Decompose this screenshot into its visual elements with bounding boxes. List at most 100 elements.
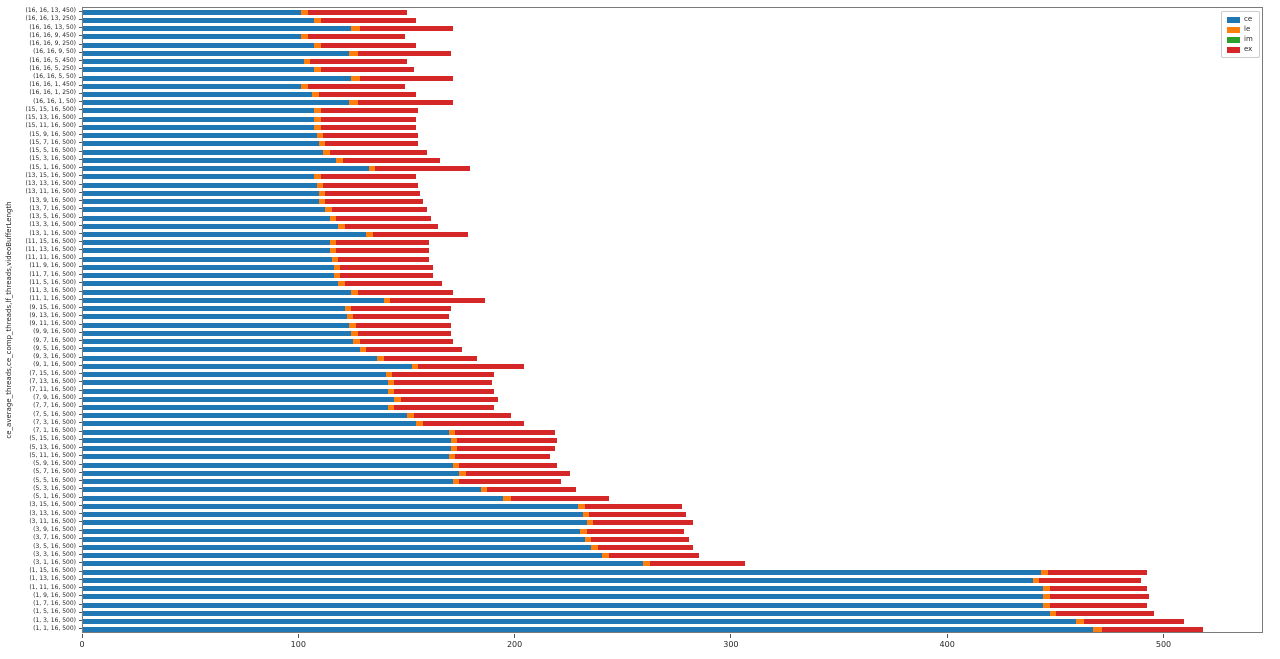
x-tick-label: 500: [1155, 640, 1172, 649]
bar-segment-le: [366, 232, 373, 237]
bar-segment-le: [346, 314, 354, 320]
bar-segment-le: [301, 9, 308, 15]
bar-segment-ex: [359, 26, 453, 32]
bar-row: [83, 116, 417, 122]
bar-segment-ex: [320, 67, 414, 73]
bar-segment-le: [314, 174, 321, 180]
y-tick-label: (11, 3, 16, 500): [29, 287, 76, 295]
y-tick-label: (7, 13, 16, 500): [29, 377, 76, 385]
bar-segment-ex: [320, 108, 419, 114]
y-tick-label: (3, 5, 16, 500): [33, 542, 76, 550]
bar-segment-le: [314, 108, 321, 114]
x-tick-mark: [730, 634, 732, 638]
bar-segment-ex: [1049, 602, 1148, 608]
y-tick-label: (7, 5, 16, 500): [33, 410, 76, 418]
y-tick-label: (16, 16, 5, 450): [29, 56, 76, 64]
bar-segment-le: [351, 330, 358, 336]
y-tick-label: (1, 1, 16, 500): [33, 624, 76, 632]
bar-row: [83, 602, 1148, 608]
bar-segment-ce: [83, 17, 315, 23]
y-tick-label: (16, 16, 1, 50): [33, 97, 76, 105]
bar-segment-ex: [1049, 594, 1150, 600]
bar-row: [83, 42, 417, 48]
bar-segment-le: [318, 141, 326, 147]
bar-row: [83, 273, 434, 279]
bar-segment-ce: [83, 116, 315, 122]
bar-segment-ex: [392, 372, 494, 378]
bar-segment-le: [349, 100, 358, 106]
bar-segment-ce: [83, 553, 603, 559]
bar-segment-le: [318, 199, 326, 205]
y-tick-label: (3, 15, 16, 500): [29, 501, 76, 509]
bar-segment-ex: [413, 413, 512, 419]
bar-segment-le: [394, 396, 401, 402]
y-tick-label: (15, 9, 16, 500): [29, 130, 76, 138]
bar-row: [83, 215, 432, 221]
bar-segment-le: [448, 429, 456, 435]
bar-segment-ex: [355, 322, 451, 328]
bar-segment-ce: [83, 50, 350, 56]
bar-row: [83, 553, 700, 559]
y-tick-mark: [79, 60, 82, 62]
bar-segment-le: [303, 59, 311, 65]
bar-row: [83, 26, 453, 32]
bar-segment-ce: [83, 9, 302, 15]
bar-segment-ce: [83, 372, 386, 378]
bar-row: [83, 339, 453, 345]
bar-segment-ex: [340, 264, 434, 270]
bar-segment-ce: [83, 503, 579, 509]
y-tick-label: (3, 7, 16, 500): [33, 534, 76, 542]
y-tick-mark: [79, 488, 82, 490]
bar-row: [83, 479, 561, 485]
bar-segment-ce: [83, 470, 460, 476]
bar-row: [83, 83, 406, 89]
bar-row: [83, 133, 419, 139]
bar-segment-ex: [357, 100, 453, 106]
bar-segment-ce: [83, 166, 369, 172]
bar-row: [83, 306, 451, 312]
bar-segment-ce: [83, 34, 302, 40]
legend-label-im: im: [1244, 35, 1253, 43]
legend-label-ex: ex: [1244, 45, 1253, 53]
bar-segment-ex: [325, 141, 419, 147]
bar-segment-le: [336, 157, 343, 163]
bar-row: [83, 289, 453, 295]
bar-row: [83, 512, 687, 518]
bar-segment-le: [580, 528, 587, 534]
bar-segment-le: [416, 421, 423, 427]
bar-segment-ex: [375, 166, 471, 172]
y-tick-mark: [79, 340, 82, 342]
bar-segment-ce: [83, 602, 1044, 608]
y-tick-label: (3, 9, 16, 500): [33, 526, 76, 534]
bar-segment-le: [301, 34, 308, 40]
y-tick-mark: [79, 463, 82, 465]
bar-segment-ce: [83, 149, 324, 155]
bar-segment-ce: [83, 26, 352, 32]
bar-segment-ce: [83, 437, 451, 443]
bar-segment-ex: [359, 75, 453, 81]
bar-row: [83, 569, 1148, 575]
y-tick-label: (16, 16, 1, 450): [29, 81, 76, 89]
bar-segment-le: [450, 437, 458, 443]
y-tick-mark: [79, 307, 82, 309]
bar-segment-ce: [83, 232, 367, 237]
bar-segment-le: [643, 561, 650, 567]
y-tick-label: (15, 1, 16, 500): [29, 163, 76, 171]
bar-segment-ce: [83, 83, 302, 89]
bar-segment-ce: [83, 429, 449, 435]
bar-segment-ce: [83, 190, 319, 196]
bar-row: [83, 503, 683, 509]
y-tick-mark: [79, 562, 82, 564]
bar-segment-le: [314, 42, 321, 48]
legend-item-ce: ce: [1227, 16, 1253, 23]
y-tick-mark: [79, 373, 82, 375]
y-tick-mark: [79, 529, 82, 531]
bar-segment-ce: [83, 100, 350, 106]
y-tick-mark: [79, 35, 82, 37]
bar-segment-ce: [83, 561, 644, 567]
bar-row: [83, 536, 689, 542]
bar-segment-ex: [318, 91, 417, 97]
bar-segment-ex: [1056, 610, 1154, 616]
bar-segment-ce: [83, 512, 583, 518]
bar-segment-le: [385, 372, 393, 378]
